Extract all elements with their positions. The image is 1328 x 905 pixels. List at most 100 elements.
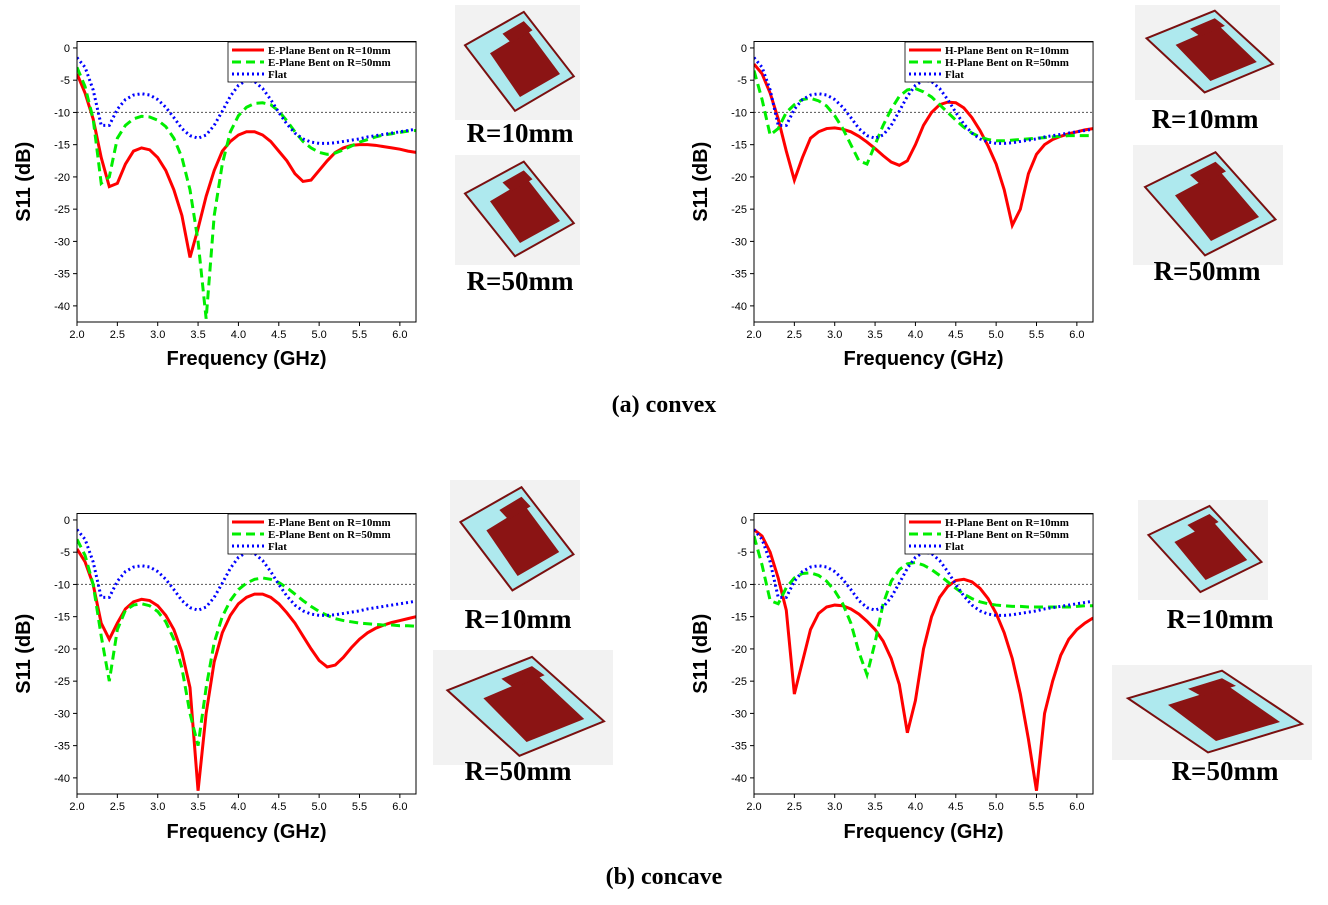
y-tick-label: -40	[54, 301, 70, 313]
y-tick-label: -35	[54, 269, 70, 281]
x-tick-label: 4.0	[231, 329, 246, 341]
legend-label: H-Plane Bent on R=10mm	[945, 45, 1069, 57]
x-tick-label: 5.0	[988, 329, 1003, 341]
x-tick-label: 4.0	[908, 801, 923, 813]
y-tick-label: -10	[731, 579, 747, 591]
x-tick-label: 5.5	[352, 329, 367, 341]
y-tick-label: -5	[737, 547, 747, 559]
legend-label: E-Plane Bent on R=10mm	[268, 517, 391, 529]
y-tick-label: -30	[731, 708, 747, 720]
y-tick-label: -30	[54, 236, 70, 248]
y-tick-label: -15	[731, 612, 747, 624]
y-tick-label: -40	[54, 773, 70, 785]
inset-label: R=10mm	[1167, 604, 1274, 634]
x-tick-label: 4.0	[231, 801, 246, 813]
page: {"chart_data": [ {"type": "line", "xlabe…	[0, 0, 1328, 905]
legend-label: H-Plane Bent on R=10mm	[945, 517, 1069, 529]
legend-label: E-Plane Bent on R=50mm	[268, 529, 391, 541]
y-axis-title: S11 (dB)	[690, 142, 712, 222]
x-tick-label: 3.0	[150, 801, 165, 813]
y-tick-label: -25	[54, 676, 70, 688]
x-tick-label: 6.0	[392, 801, 407, 813]
y-tick-label: 0	[64, 515, 70, 527]
y-tick-label: 0	[741, 43, 747, 55]
x-axis-title: Frequency (GHz)	[843, 821, 1003, 843]
inset-label: R=50mm	[467, 266, 574, 296]
x-tick-label: 4.5	[948, 329, 963, 341]
x-axis-title: Frequency (GHz)	[166, 821, 326, 843]
y-tick-label: -20	[54, 172, 70, 184]
x-tick-label: 2.0	[746, 329, 761, 341]
x-tick-label: 5.5	[352, 801, 367, 813]
inset-label: R=10mm	[465, 604, 572, 634]
inset-label: R=10mm	[467, 118, 574, 148]
y-tick-label: -15	[54, 140, 70, 152]
inset-label: R=50mm	[465, 756, 572, 786]
x-tick-label: 5.5	[1029, 801, 1044, 813]
legend-label: E-Plane Bent on R=50mm	[268, 57, 391, 69]
y-tick-label: -15	[731, 140, 747, 152]
y-tick-label: -35	[731, 741, 747, 753]
y-tick-label: -15	[54, 612, 70, 624]
y-tick-label: -35	[54, 741, 70, 753]
x-tick-label: 2.5	[787, 801, 802, 813]
y-tick-label: -20	[731, 172, 747, 184]
x-tick-label: 3.0	[150, 329, 165, 341]
y-tick-label: -5	[737, 75, 747, 87]
x-tick-label: 6.0	[1069, 801, 1084, 813]
y-tick-label: -20	[731, 644, 747, 656]
x-tick-label: 3.5	[867, 329, 882, 341]
x-tick-label: 2.5	[110, 329, 125, 341]
x-tick-label: 2.0	[746, 801, 761, 813]
y-tick-label: -25	[731, 676, 747, 688]
y-axis-title: S11 (dB)	[690, 614, 712, 694]
y-tick-label: -10	[54, 107, 70, 119]
legend-label: H-Plane Bent on R=50mm	[945, 57, 1069, 69]
legend-label: Flat	[268, 541, 287, 553]
legend-label: Flat	[945, 69, 964, 81]
x-tick-label: 2.0	[69, 801, 84, 813]
x-tick-label: 5.0	[311, 329, 326, 341]
x-tick-label: 6.0	[1069, 329, 1084, 341]
y-axis-title: S11 (dB)	[13, 614, 35, 694]
y-tick-label: -30	[731, 236, 747, 248]
x-tick-label: 4.5	[271, 801, 286, 813]
x-axis-title: Frequency (GHz)	[166, 348, 326, 370]
legend-label: Flat	[268, 69, 287, 81]
x-tick-label: 3.0	[827, 329, 842, 341]
legend-label: Flat	[945, 541, 964, 553]
y-tick-label: -5	[60, 547, 70, 559]
figure-caption: (b) concave	[606, 864, 723, 890]
figure-caption: (a) convex	[612, 392, 717, 418]
y-tick-label: -10	[54, 579, 70, 591]
x-tick-label: 5.0	[988, 801, 1003, 813]
y-tick-label: 0	[741, 515, 747, 527]
y-tick-label: -25	[54, 204, 70, 216]
y-axis-title: S11 (dB)	[13, 142, 35, 222]
x-tick-label: 4.0	[908, 329, 923, 341]
x-tick-label: 3.5	[190, 329, 205, 341]
y-tick-label: -30	[54, 708, 70, 720]
y-tick-label: -40	[731, 773, 747, 785]
x-tick-label: 2.5	[110, 801, 125, 813]
x-tick-label: 4.5	[948, 801, 963, 813]
x-tick-label: 3.0	[827, 801, 842, 813]
x-tick-label: 5.0	[311, 801, 326, 813]
legend-label: H-Plane Bent on R=50mm	[945, 529, 1069, 541]
inset-label: R=50mm	[1154, 256, 1261, 286]
x-tick-label: 3.5	[867, 801, 882, 813]
inset-label: R=50mm	[1172, 756, 1279, 786]
x-tick-label: 6.0	[392, 329, 407, 341]
y-tick-label: -35	[731, 269, 747, 281]
x-axis-title: Frequency (GHz)	[843, 348, 1003, 370]
x-tick-label: 3.5	[190, 801, 205, 813]
x-tick-label: 2.5	[787, 329, 802, 341]
y-tick-label: -40	[731, 301, 747, 313]
x-tick-label: 5.5	[1029, 329, 1044, 341]
y-tick-label: -20	[54, 644, 70, 656]
y-tick-label: -10	[731, 107, 747, 119]
y-tick-label: 0	[64, 43, 70, 55]
x-tick-label: 2.0	[69, 329, 84, 341]
y-tick-label: -5	[60, 75, 70, 87]
x-tick-label: 4.5	[271, 329, 286, 341]
